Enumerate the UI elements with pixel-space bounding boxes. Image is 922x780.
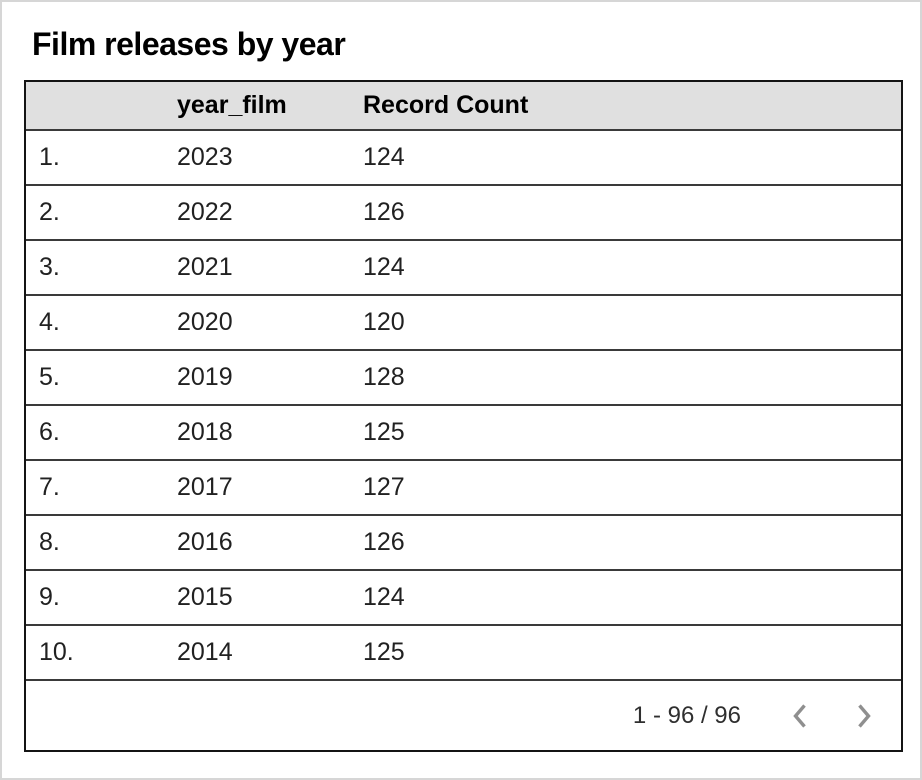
table-row: 10. 2014 125: [26, 624, 901, 679]
row-index-cell: 2.: [39, 198, 60, 226]
row-index-cell: 10.: [39, 638, 74, 666]
header-cell-record-count[interactable]: Record Count: [363, 91, 529, 119]
record-count-cell: 126: [363, 528, 405, 556]
record-count-cell: 120: [363, 308, 405, 336]
row-index-cell: 4.: [39, 308, 60, 336]
previous-page-button[interactable]: [785, 701, 815, 731]
table-row: 2. 2022 126: [26, 184, 901, 239]
year-film-cell: 2021: [177, 253, 233, 281]
row-index-cell: 7.: [39, 473, 60, 501]
table-row: 5. 2019 128: [26, 349, 901, 404]
row-index-cell: 5.: [39, 363, 60, 391]
record-count-cell: 125: [363, 418, 405, 446]
next-page-button[interactable]: [849, 701, 879, 731]
record-count-cell: 124: [363, 583, 405, 611]
record-count-cell: 125: [363, 638, 405, 666]
chevron-right-icon: [853, 702, 875, 730]
year-film-cell: 2022: [177, 198, 233, 226]
row-index-cell: 1.: [39, 143, 60, 171]
row-index-cell: 6.: [39, 418, 60, 446]
header-cell-year-film[interactable]: year_film: [177, 91, 287, 119]
table-row: 7. 2017 127: [26, 459, 901, 514]
year-film-cell: 2014: [177, 638, 233, 666]
table-row: 9. 2015 124: [26, 569, 901, 624]
table-row: 6. 2018 125: [26, 404, 901, 459]
table-row: 3. 2021 124: [26, 239, 901, 294]
year-film-cell: 2020: [177, 308, 233, 336]
table-row: 8. 2016 126: [26, 514, 901, 569]
row-index-cell: 8.: [39, 528, 60, 556]
record-count-cell: 128: [363, 363, 405, 391]
record-count-cell: 127: [363, 473, 405, 501]
chart-title: Film releases by year: [32, 26, 346, 62]
year-film-cell: 2015: [177, 583, 233, 611]
pagination-range-label: 1 - 96 / 96: [632, 701, 741, 729]
table-header-row: year_film Record Count: [26, 82, 901, 129]
record-count-cell: 124: [363, 143, 405, 171]
table-row: 4. 2020 120: [26, 294, 901, 349]
row-index-cell: 9.: [39, 583, 60, 611]
record-count-cell: 124: [363, 253, 405, 281]
year-film-cell: 2016: [177, 528, 233, 556]
table-body: 1. 2023 124 2. 2022 126 3. 2021 124 4. 2…: [26, 129, 901, 679]
data-table: year_film Record Count 1. 2023 124 2. 20…: [24, 80, 903, 752]
table-row: 1. 2023 124: [26, 129, 901, 184]
year-film-cell: 2017: [177, 473, 233, 501]
year-film-cell: 2018: [177, 418, 233, 446]
year-film-cell: 2019: [177, 363, 233, 391]
record-count-cell: 126: [363, 198, 405, 226]
row-index-cell: 3.: [39, 253, 60, 281]
table-footer: 1 - 96 / 96: [26, 679, 901, 750]
year-film-cell: 2023: [177, 143, 233, 171]
chevron-left-icon: [789, 702, 811, 730]
